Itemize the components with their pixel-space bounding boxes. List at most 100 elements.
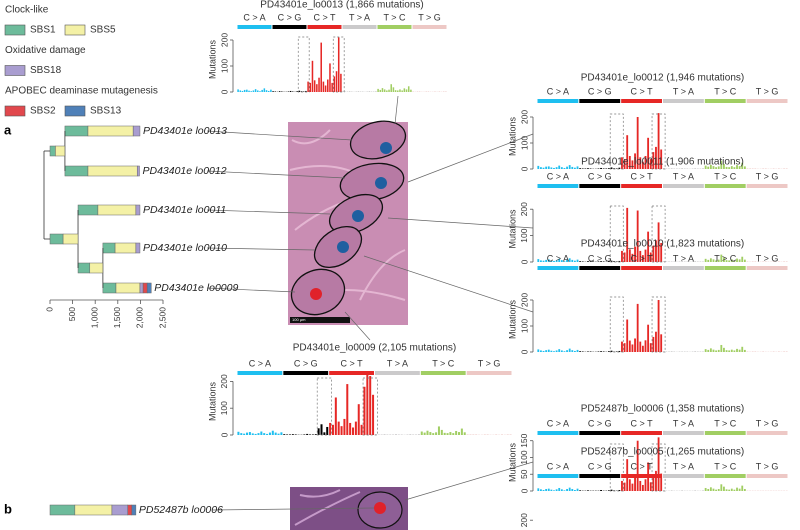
legend-swatch	[704, 431, 746, 435]
bar	[560, 260, 563, 262]
legend-label: C > A	[249, 358, 271, 368]
bar	[686, 168, 689, 169]
legend-swatch	[663, 99, 704, 103]
bar	[334, 397, 337, 435]
bar	[553, 167, 555, 169]
bar	[542, 167, 545, 169]
bar	[746, 168, 749, 169]
bar	[563, 490, 566, 491]
branch-segment	[102, 282, 117, 294]
bar	[584, 168, 587, 169]
bar	[673, 351, 676, 352]
crypt-dot	[375, 177, 387, 189]
bar	[743, 349, 746, 352]
bar	[401, 90, 403, 92]
bar	[694, 261, 697, 262]
bar	[678, 351, 681, 352]
bar	[250, 91, 252, 92]
tissue-texture	[294, 489, 361, 526]
bar	[600, 489, 602, 491]
bar	[704, 165, 707, 169]
legend-swatch	[342, 25, 377, 29]
bar	[576, 166, 579, 169]
legend-swatch	[412, 25, 447, 29]
bar	[305, 90, 307, 92]
legend-label: T > G	[418, 12, 441, 22]
bar	[418, 91, 421, 92]
bar	[720, 160, 723, 169]
bar	[668, 351, 670, 352]
y-axis-label: Mutations	[207, 39, 217, 79]
bar	[762, 261, 765, 262]
bar	[730, 166, 733, 169]
bar	[772, 261, 775, 262]
bar	[537, 488, 540, 491]
legend-swatch	[621, 99, 662, 103]
bar	[449, 432, 452, 435]
bar	[715, 350, 718, 352]
legend-group-title: APOBEC deaminase mutagenesis	[5, 86, 158, 97]
bar	[486, 434, 489, 435]
chart-title: PD52487b_lo0005 (1,265 mutations)	[581, 447, 744, 458]
bar	[660, 149, 663, 169]
bar	[736, 348, 738, 352]
bar	[415, 434, 418, 435]
bar	[239, 90, 242, 92]
bar	[412, 434, 415, 435]
bar	[613, 261, 616, 262]
legend-label: T > C	[432, 358, 455, 368]
bar	[435, 432, 438, 435]
x-tick-label: 2,000	[135, 307, 145, 329]
bar	[417, 434, 420, 435]
branch-segment	[89, 262, 104, 274]
tree-leaf-label: PD43401e lo0013	[143, 125, 227, 137]
legend-swatch	[579, 474, 621, 478]
y-axis-label: Mutations	[507, 116, 517, 156]
bar	[550, 260, 553, 262]
bar	[423, 432, 426, 435]
bar	[495, 434, 498, 435]
tree-leaf-label: PD43401e lo0009	[154, 282, 238, 294]
y-tick-label: 0	[519, 349, 529, 354]
bar	[571, 488, 574, 491]
bar	[568, 165, 571, 169]
bar	[683, 168, 686, 169]
bar	[644, 249, 647, 262]
legend-group-title: Oxidative damage	[5, 45, 86, 56]
bar	[331, 424, 334, 435]
branch-segment	[111, 504, 128, 516]
bar	[351, 91, 353, 92]
chart-title: PD43401e_lo0010 (1,823 mutations)	[581, 239, 744, 250]
bar	[397, 434, 400, 435]
legend-swatch	[4, 105, 26, 117]
bar	[271, 430, 274, 435]
branch-segment	[87, 125, 134, 137]
bar	[300, 91, 303, 92]
bar	[723, 347, 725, 352]
bar	[751, 261, 754, 262]
bar	[346, 384, 349, 435]
bar	[343, 418, 346, 435]
connector	[211, 507, 375, 511]
bar	[720, 344, 723, 352]
legend-label: T > A	[673, 86, 694, 96]
bar	[649, 159, 652, 169]
legend-label: T > A	[349, 12, 370, 22]
bar	[335, 71, 338, 92]
bar	[647, 324, 650, 352]
bar	[412, 91, 414, 92]
bar	[407, 86, 410, 92]
bar	[579, 261, 582, 262]
bar	[446, 433, 449, 435]
bar	[558, 349, 561, 352]
bar	[683, 351, 686, 352]
bar	[662, 168, 665, 169]
bar	[340, 73, 342, 92]
bar	[553, 260, 555, 262]
y-axis-label: Mutations	[507, 442, 517, 482]
bar	[337, 421, 340, 435]
legend-swatch	[272, 25, 307, 29]
bar	[736, 165, 738, 169]
bar	[560, 350, 563, 352]
bar	[379, 89, 382, 92]
